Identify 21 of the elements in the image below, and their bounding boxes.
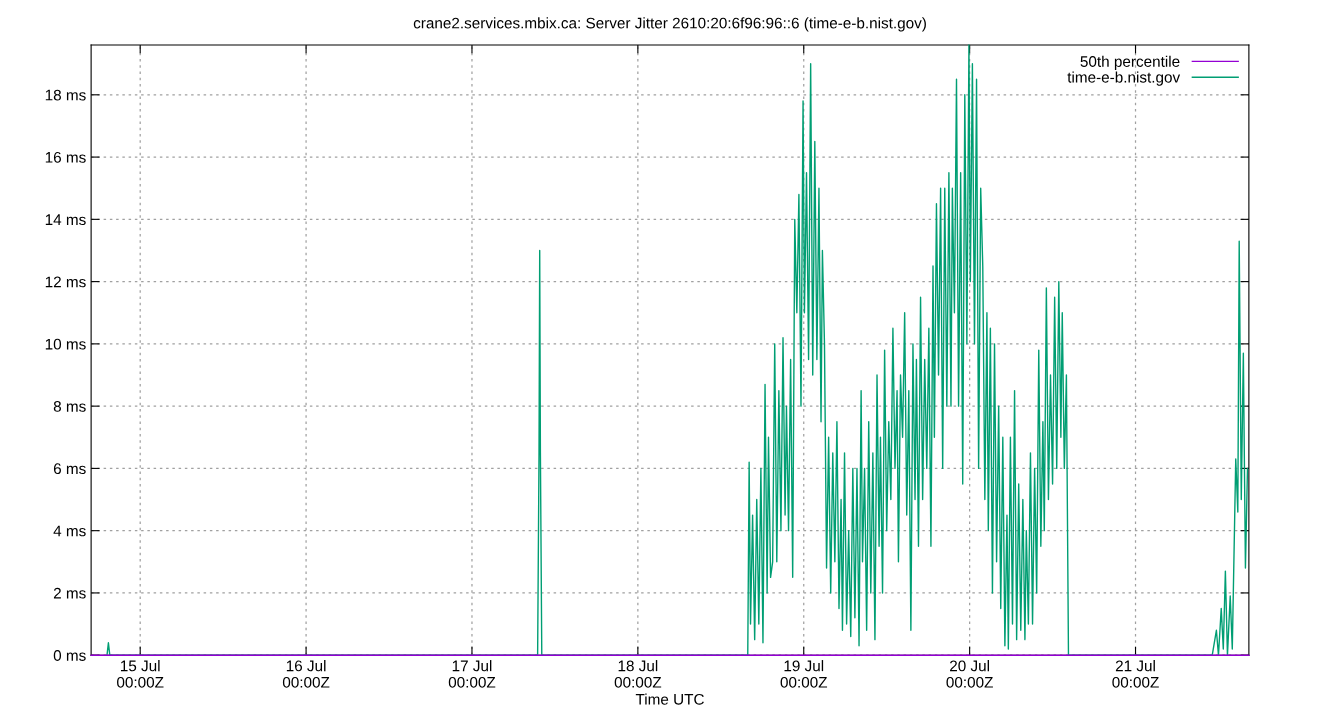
y-tick-label: 2 ms xyxy=(53,587,86,599)
x-tick-label: 19 Jul 00:00Z xyxy=(780,660,828,688)
x-tick-label: 15 Jul 00:00Z xyxy=(117,660,164,688)
chart-title: crane2.services.mbix.ca: Server Jitter 2610:20:6f96:96::6 (time-e-b.nist.gov) xyxy=(413,17,926,32)
y-tick-label: 6 ms xyxy=(53,463,86,475)
x-tick-label: 18 Jul 00:00Z xyxy=(614,660,662,688)
y-tick-label: 0 ms xyxy=(53,650,86,661)
x-tick-label: 16 Jul 00:00Z xyxy=(282,660,330,688)
x-tick-label: 20 Jul 00:00Z xyxy=(946,660,993,688)
y-tick-label: 12 ms xyxy=(45,276,86,288)
y-tick-label: 18 ms xyxy=(45,89,86,101)
y-tick-label: 4 ms xyxy=(53,525,86,537)
legend-label: 50th percentile xyxy=(1080,55,1180,70)
legend-label: time-e-b.nist.gov xyxy=(1067,71,1181,86)
x-tick-label: 17 Jul 00:00Z xyxy=(448,660,496,688)
x-tick-label: 21 Jul 00:00Z xyxy=(1112,660,1159,688)
y-tick-label: 14 ms xyxy=(45,214,86,226)
y-tick-label: 10 ms xyxy=(45,338,86,350)
y-tick-label: 8 ms xyxy=(53,401,86,412)
y-tick-label: 16 ms xyxy=(45,151,86,163)
x-axis-title: Time UTC xyxy=(635,693,704,705)
